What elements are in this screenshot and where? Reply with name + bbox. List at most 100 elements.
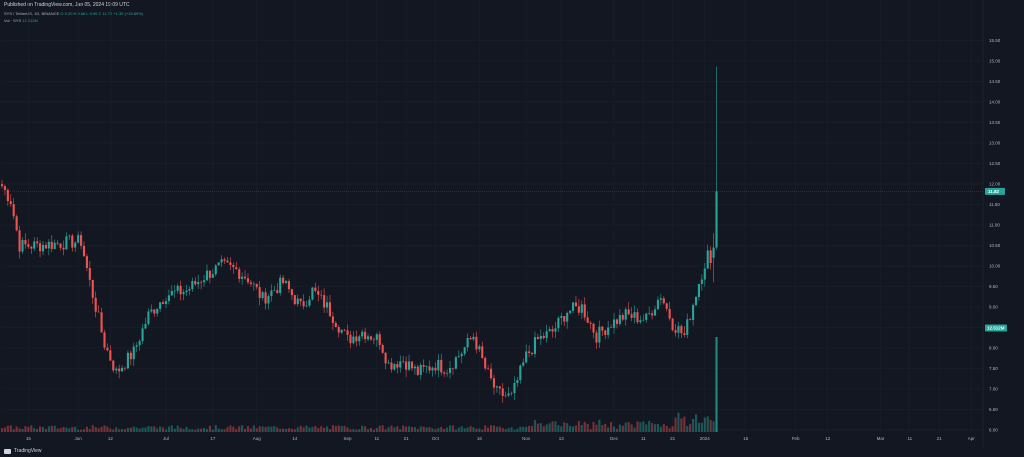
volume-bar bbox=[369, 427, 373, 432]
volume-bar bbox=[487, 427, 490, 432]
volume-bar bbox=[580, 424, 583, 432]
candle-body bbox=[700, 279, 703, 284]
volume-bar bbox=[156, 428, 159, 432]
candle-body bbox=[6, 189, 9, 202]
price-axis[interactable]: 15.50 15.00 14.50 14.00 13.50 13.00 12.50 12.00… bbox=[989, 38, 1001, 432]
candle-body bbox=[501, 388, 504, 396]
volume-bar bbox=[115, 427, 118, 432]
candle-body bbox=[255, 283, 258, 288]
candle-body bbox=[191, 281, 194, 290]
volume-bar bbox=[126, 427, 129, 432]
candle-body bbox=[346, 330, 349, 335]
volume-bar bbox=[653, 424, 657, 432]
candle-body bbox=[372, 339, 375, 341]
tradingview-logo[interactable]: TradingView bbox=[4, 448, 42, 454]
volume-bar bbox=[24, 426, 27, 432]
volume-bar bbox=[475, 428, 478, 432]
volume-bar bbox=[463, 428, 466, 432]
candle-body bbox=[492, 378, 496, 388]
candle-body bbox=[249, 282, 252, 284]
volume-bar bbox=[349, 429, 352, 432]
chart-legend: SYS / TetherUS, 1D, BINANCE O 9.20 H 9.6… bbox=[4, 10, 143, 24]
volume-bar bbox=[525, 426, 528, 432]
volume-bar bbox=[147, 426, 150, 432]
volume-bar bbox=[592, 422, 595, 432]
candle-body bbox=[41, 244, 45, 252]
candle-body bbox=[390, 362, 393, 370]
volume-bar bbox=[563, 422, 566, 432]
volume-bar bbox=[536, 423, 539, 432]
candle-body bbox=[689, 319, 692, 321]
volume-bar bbox=[56, 428, 59, 432]
candle-body bbox=[510, 393, 513, 394]
candle-body bbox=[615, 319, 619, 324]
volume-bar bbox=[706, 416, 709, 432]
time-tick-label: Oct bbox=[432, 436, 440, 441]
volume-bar bbox=[598, 419, 601, 432]
candle-body bbox=[33, 241, 36, 249]
volume-bar bbox=[21, 428, 24, 432]
candle-body bbox=[223, 259, 226, 261]
time-tick-label: 17 bbox=[210, 436, 216, 441]
candle-body bbox=[533, 337, 537, 355]
price-tick-label: 10.50 bbox=[989, 243, 1001, 248]
time-tick-label: Jun bbox=[75, 436, 83, 441]
candle-body bbox=[425, 366, 428, 368]
candle-body bbox=[21, 240, 24, 252]
volume-bar bbox=[109, 428, 112, 432]
legend-symbol[interactable]: SYS / TetherUS, 1D, BINANCE bbox=[4, 11, 60, 16]
candle-body bbox=[440, 359, 443, 373]
time-axis[interactable]: 15 Jun 12 Jul 17 Aug 14 Sep 11 21 Oct 16 Nov 13 Dec 11 2… bbox=[26, 436, 975, 441]
candle-body bbox=[74, 242, 77, 248]
candle-body bbox=[680, 326, 683, 334]
legend-volume-label[interactable]: Vol · SYS bbox=[4, 18, 22, 23]
volume-bar bbox=[27, 427, 30, 432]
candle-body bbox=[475, 336, 478, 350]
volume-bar bbox=[331, 425, 334, 432]
volume-bar bbox=[533, 420, 537, 432]
volume-bar bbox=[665, 425, 668, 432]
volume-bar bbox=[296, 427, 299, 432]
volume-bar bbox=[460, 426, 463, 432]
candle-body bbox=[402, 361, 405, 362]
time-tick-label: 11 bbox=[907, 436, 912, 441]
volume-bar bbox=[173, 428, 176, 432]
volume-bar bbox=[700, 422, 703, 432]
volume-bar bbox=[422, 426, 425, 432]
candle-body bbox=[454, 357, 457, 369]
volume-bar bbox=[560, 426, 563, 432]
candle-body bbox=[378, 334, 381, 345]
candle-body bbox=[47, 241, 50, 249]
price-tick-label: 7.00 bbox=[989, 386, 998, 391]
volume-bar bbox=[381, 425, 384, 432]
candle-body bbox=[434, 367, 437, 371]
candle-body bbox=[355, 336, 358, 342]
candle-body bbox=[296, 298, 299, 305]
candle-body bbox=[522, 362, 525, 366]
volume-bar bbox=[399, 429, 402, 432]
candle-body bbox=[557, 317, 560, 329]
volume-bar bbox=[402, 425, 405, 432]
candle-body bbox=[636, 312, 639, 323]
volume-bar bbox=[507, 428, 510, 432]
volume-bar bbox=[290, 428, 293, 432]
candle-body bbox=[118, 368, 121, 372]
volume-bar bbox=[601, 425, 604, 432]
candle-body bbox=[182, 292, 185, 295]
candle-body bbox=[138, 341, 141, 346]
candle-body bbox=[712, 247, 715, 258]
volume-bar bbox=[457, 427, 460, 432]
candle-body bbox=[311, 287, 314, 300]
volume-bar bbox=[94, 427, 97, 432]
candle-body bbox=[428, 366, 431, 371]
volume-bar bbox=[188, 429, 191, 432]
volume-bar bbox=[557, 425, 560, 432]
volume-bar bbox=[378, 425, 381, 432]
volume-bar bbox=[167, 426, 170, 432]
volume-bar bbox=[238, 426, 241, 432]
price-chart[interactable]: 15.50 15.00 14.50 14.00 13.50 13.00 12.50 12.00… bbox=[0, 0, 1024, 447]
volume-bar bbox=[112, 429, 115, 432]
candle-body bbox=[103, 332, 106, 348]
volume-bar bbox=[214, 425, 217, 432]
price-tick-label: 6.50 bbox=[989, 407, 998, 412]
